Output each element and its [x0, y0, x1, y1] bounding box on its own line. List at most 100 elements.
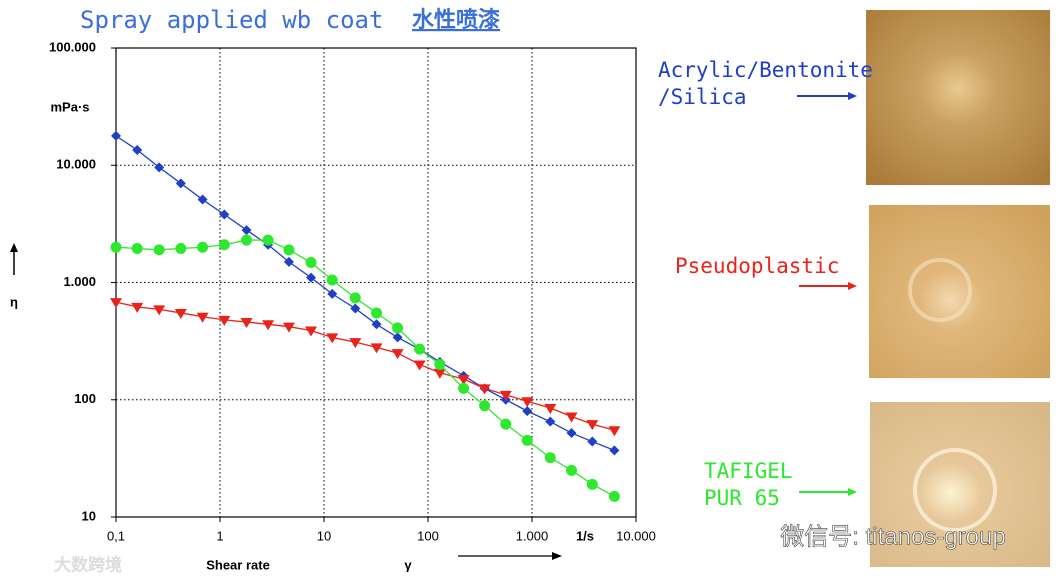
- point: [326, 333, 339, 344]
- point: [544, 404, 557, 415]
- point: [111, 130, 121, 141]
- series-line: [115, 301, 615, 431]
- point: [392, 332, 403, 343]
- point: [241, 234, 253, 246]
- point: [587, 436, 598, 447]
- point: [545, 416, 556, 427]
- point: [609, 445, 620, 456]
- legend-arrow-head: [848, 282, 857, 290]
- point: [500, 418, 512, 430]
- photo: [869, 205, 1050, 378]
- point: [197, 194, 208, 205]
- point: [153, 305, 166, 316]
- point: [110, 298, 122, 309]
- y-label: η: [10, 294, 18, 309]
- point: [219, 209, 230, 220]
- point: [174, 308, 187, 319]
- y-arrow-head: [10, 243, 18, 252]
- y-unit: mPa·s: [50, 99, 89, 114]
- point: [457, 375, 470, 386]
- watermark: 微信号: titanos-group: [780, 523, 1005, 550]
- point: [434, 358, 446, 370]
- point: [608, 426, 621, 437]
- point: [544, 452, 556, 464]
- x-arrow-head: [552, 552, 562, 560]
- point: [327, 288, 338, 299]
- legend-label: Pseudoplastic: [675, 254, 840, 278]
- point: [218, 239, 230, 251]
- x-label: Shear rate: [206, 557, 270, 572]
- point: [414, 343, 426, 355]
- y-tick-label: 1.000: [63, 274, 96, 289]
- point: [586, 478, 598, 490]
- point: [131, 242, 143, 254]
- point: [433, 368, 446, 379]
- point: [522, 406, 533, 417]
- legend-arrow-head: [848, 488, 857, 496]
- point: [262, 320, 275, 331]
- point: [131, 302, 144, 313]
- x-tick-label: 1: [216, 528, 223, 543]
- point: [392, 322, 404, 334]
- y-tick-label: 100: [74, 391, 96, 406]
- point: [608, 490, 620, 502]
- point: [283, 244, 295, 256]
- series-line: [115, 239, 615, 497]
- point: [282, 322, 295, 333]
- point: [306, 272, 317, 283]
- point: [241, 225, 252, 236]
- x-tick-label: 0,1: [107, 528, 125, 543]
- photo: [870, 402, 1050, 567]
- y-tick-label: 10.000: [56, 157, 96, 172]
- x-unit: 1/s: [576, 528, 594, 543]
- photo-ring: [913, 448, 997, 532]
- point: [197, 241, 209, 253]
- point: [521, 434, 533, 446]
- point: [349, 292, 361, 304]
- x-symbol: γ: [404, 557, 412, 572]
- point: [196, 312, 209, 323]
- point: [371, 307, 383, 319]
- point: [326, 274, 338, 286]
- point: [566, 464, 578, 476]
- point: [479, 400, 491, 412]
- point: [391, 349, 404, 360]
- point: [175, 178, 186, 189]
- legend-arrow-head: [848, 92, 857, 100]
- point: [586, 420, 599, 431]
- point: [305, 326, 318, 337]
- legend-label: Acrylic/Bentonite /Silica: [658, 58, 873, 109]
- x-tick-label: 10.000: [616, 528, 656, 543]
- point: [262, 234, 274, 246]
- point: [305, 257, 317, 269]
- point: [349, 338, 362, 349]
- y-tick-label: 10: [82, 508, 96, 523]
- point: [521, 397, 534, 408]
- y-tick-label: 100.000: [49, 39, 96, 54]
- point: [413, 360, 426, 371]
- point: [240, 318, 253, 329]
- point: [478, 384, 491, 395]
- point: [110, 241, 122, 253]
- series-line: [115, 135, 615, 451]
- x-tick-label: 1.000: [516, 528, 549, 543]
- point: [458, 382, 470, 394]
- point: [370, 343, 383, 354]
- point: [371, 319, 382, 330]
- point: [566, 428, 577, 439]
- plot-frame: [115, 47, 637, 518]
- point: [499, 390, 512, 401]
- x-tick-label: 10: [317, 528, 331, 543]
- legend-label: TAFIGEL PUR 65: [704, 459, 793, 510]
- photo-ring: [908, 258, 972, 322]
- chart-title-cn: 水性喷漆: [412, 7, 500, 33]
- corner-mark: 大数跨境: [54, 554, 122, 574]
- point: [132, 144, 143, 155]
- point: [565, 412, 578, 423]
- point: [175, 242, 187, 254]
- point: [154, 162, 165, 173]
- photo: [866, 10, 1050, 185]
- chart-title: Spray applied wb coat: [80, 6, 383, 34]
